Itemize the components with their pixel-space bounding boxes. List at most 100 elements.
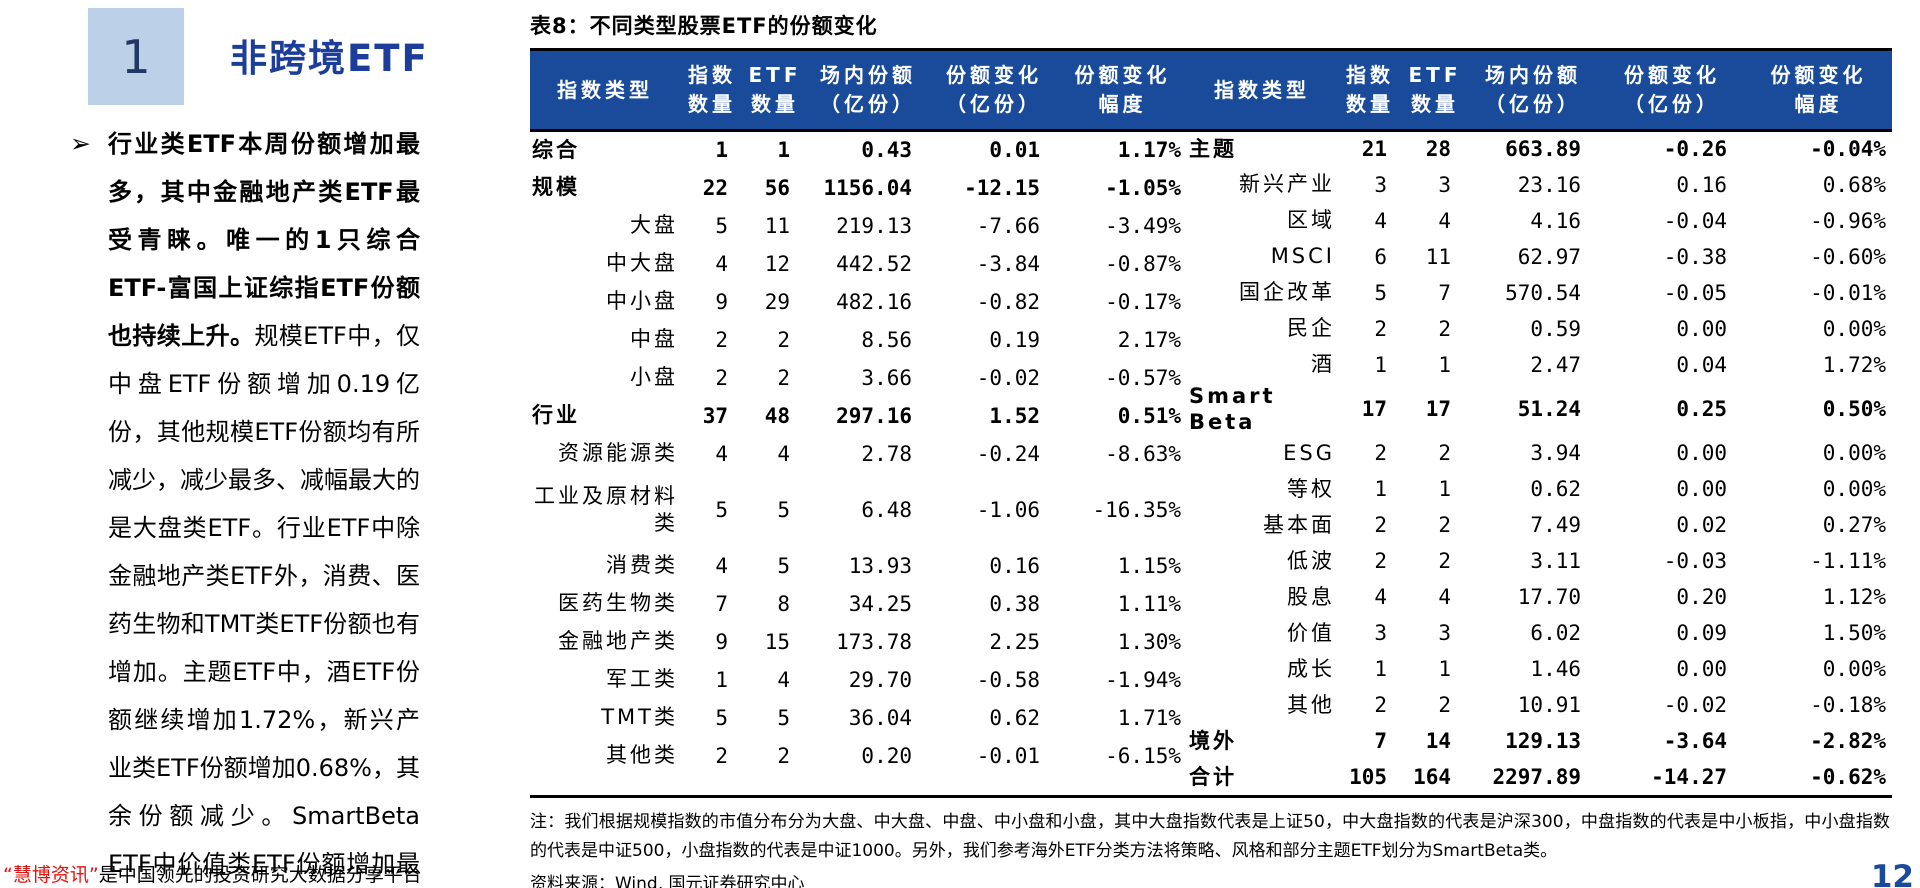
index-type-cell: 资源能源类 xyxy=(558,441,678,466)
footer-text: 是中国领先的投资研究大数据分享平台 xyxy=(98,864,422,886)
pct-cell: -1.11% xyxy=(1810,549,1886,573)
table-row: 消费类 4 5 13.93 0.16 1.15% xyxy=(530,547,1187,585)
index-count-cell: 5 xyxy=(715,213,728,238)
shares-cell: 6.02 xyxy=(1530,621,1581,645)
change-cell: -0.58 xyxy=(976,667,1040,692)
table-row: 成长 1 1 1.46 0.00 0.00% xyxy=(1187,651,1892,687)
shares-cell: 129.13 xyxy=(1505,729,1581,753)
header-change: 份额变化 （亿份） xyxy=(930,51,1058,132)
index-count-cell: 3 xyxy=(1374,621,1387,645)
pct-cell: 0.00% xyxy=(1822,316,1886,341)
change-cell: 0.09 xyxy=(1676,621,1727,645)
pct-cell: 1.11% xyxy=(1117,591,1181,616)
etf-count-cell: 11 xyxy=(764,213,790,238)
shares-cell: 34.25 xyxy=(848,591,912,616)
pct-cell: 0.00% xyxy=(1822,441,1886,465)
shares-cell: 62.97 xyxy=(1517,244,1581,269)
index-type-cell: 中小盘 xyxy=(606,289,678,314)
shares-cell: 2297.89 xyxy=(1492,765,1581,789)
etf-count-cell: 2 xyxy=(1438,441,1451,465)
etf-count-cell: 3 xyxy=(1438,621,1451,645)
header-change: 份额变化 （亿份） xyxy=(1599,51,1745,132)
table-row: 军工类 1 4 29.70 -0.58 -1.94% xyxy=(530,661,1187,699)
index-type-cell: 国企改革 xyxy=(1239,280,1335,305)
header-index-type: 指数类型 xyxy=(1187,51,1337,132)
table-note: 注：我们根据规模指数的市值分布分为大盘、中大盘、中盘、中小盘和小盘，其中大盘指数… xyxy=(530,812,1890,861)
section-title: 非跨境ETF xyxy=(230,37,429,80)
index-count-cell: 1 xyxy=(715,138,728,163)
change-cell: -1.06 xyxy=(976,497,1040,522)
change-cell: 0.62 xyxy=(989,705,1040,730)
index-type-cell: 医药生物类 xyxy=(558,591,678,616)
table-row: 区域 4 4 4.16 -0.04 -0.96% xyxy=(1187,203,1892,239)
table-row: 酒 1 1 2.47 0.04 1.72% xyxy=(1187,347,1892,383)
index-type-cell: 酒 xyxy=(1311,352,1335,377)
shares-cell: 3.11 xyxy=(1530,549,1581,573)
index-count-cell: 2 xyxy=(1374,441,1387,465)
etf-count-cell: 14 xyxy=(1425,729,1451,753)
table-row: 低波 2 2 3.11 -0.03 -1.11% xyxy=(1187,543,1892,579)
index-count-cell: 4 xyxy=(715,441,728,466)
pct-cell: 1.17% xyxy=(1117,138,1181,163)
index-count-cell: 7 xyxy=(715,591,728,616)
change-cell: -0.26 xyxy=(1663,137,1727,162)
table-row: 行业 37 48 297.16 1.52 0.51% xyxy=(530,397,1187,435)
index-count-cell: 6 xyxy=(1374,244,1387,269)
table-row: 等权 1 1 0.62 0.00 0.00% xyxy=(1187,471,1892,507)
etf-count-cell: 1 xyxy=(1438,477,1451,501)
table-row: 股息 4 4 17.70 0.20 1.12% xyxy=(1187,579,1892,615)
pct-cell: -0.01% xyxy=(1810,280,1886,305)
etf-count-cell: 2 xyxy=(777,327,790,352)
etf-count-cell: 5 xyxy=(777,705,790,730)
etf-count-cell: 5 xyxy=(777,553,790,578)
shares-cell: 29.70 xyxy=(848,667,912,692)
index-count-cell: 5 xyxy=(1374,280,1387,305)
index-type-cell: 大盘 xyxy=(630,213,678,238)
page-number: 12 xyxy=(1870,859,1914,888)
index-count-cell: 2 xyxy=(715,365,728,390)
pct-cell: 1.12% xyxy=(1822,585,1886,609)
pct-cell: 0.00% xyxy=(1822,477,1886,501)
etf-count-cell: 1 xyxy=(777,138,790,163)
etf-count-cell: 2 xyxy=(777,365,790,390)
etf-count-cell: 29 xyxy=(764,289,790,314)
index-count-cell: 1 xyxy=(1374,352,1387,377)
etf-count-cell: 5 xyxy=(777,497,790,522)
change-cell: 0.16 xyxy=(1676,172,1727,197)
table-row: 中小盘 9 29 482.16 -0.82 -0.17% xyxy=(530,283,1187,321)
change-cell: -0.82 xyxy=(976,289,1040,314)
pct-cell: -6.15% xyxy=(1105,743,1181,768)
index-count-cell: 5 xyxy=(715,497,728,522)
table-row: 大盘 5 11 219.13 -7.66 -3.49% xyxy=(530,207,1187,245)
index-count-cell: 21 xyxy=(1361,137,1387,162)
index-count-cell: 4 xyxy=(715,251,728,276)
table-row: 其他类 2 2 0.20 -0.01 -6.15% xyxy=(530,737,1187,775)
shares-cell: 442.52 xyxy=(836,251,912,276)
table-row: 资源能源类 4 4 2.78 -0.24 -8.63% xyxy=(530,435,1187,473)
header-etf-count: ETF 数量 xyxy=(744,51,806,132)
change-cell: 0.01 xyxy=(989,138,1040,163)
index-type-cell: 中大盘 xyxy=(606,251,678,276)
table-row: 医药生物类 7 8 34.25 0.38 1.11% xyxy=(530,585,1187,623)
shares-cell: 1156.04 xyxy=(823,175,912,200)
index-count-cell: 9 xyxy=(715,629,728,654)
index-type-cell: ESG xyxy=(1283,440,1335,465)
change-cell: -0.02 xyxy=(1663,693,1727,717)
index-count-cell: 2 xyxy=(715,327,728,352)
index-type-cell: 消费类 xyxy=(606,553,678,578)
table-row: ESG 2 2 3.94 0.00 0.00% xyxy=(1187,435,1892,471)
etf-count-cell: 2 xyxy=(777,743,790,768)
header-pct: 份额变化 幅度 xyxy=(1058,51,1187,132)
pct-cell: -0.62% xyxy=(1810,765,1886,789)
table-body-right: 主题 21 28 663.89 -0.26 -0.04% 新兴产业 3 3 23… xyxy=(1187,131,1892,796)
shares-cell: 297.16 xyxy=(836,403,912,428)
etf-share-change-table: 指数类型 指数 数量 ETF 数量 场内份额 （亿份） 份额变化 （亿份） 份额变化 幅度… xyxy=(530,48,1892,798)
index-count-cell: 3 xyxy=(1374,172,1387,197)
shares-cell: 663.89 xyxy=(1505,137,1581,162)
etf-count-cell: 48 xyxy=(764,403,790,428)
etf-count-cell: 28 xyxy=(1425,137,1451,162)
index-count-cell: 2 xyxy=(1374,693,1387,717)
index-count-cell: 105 xyxy=(1349,765,1387,789)
shares-cell: 0.62 xyxy=(1530,477,1581,501)
